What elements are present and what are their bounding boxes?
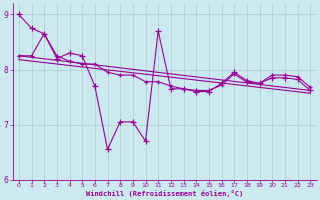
- X-axis label: Windchill (Refroidissement éolien,°C): Windchill (Refroidissement éolien,°C): [86, 190, 243, 197]
